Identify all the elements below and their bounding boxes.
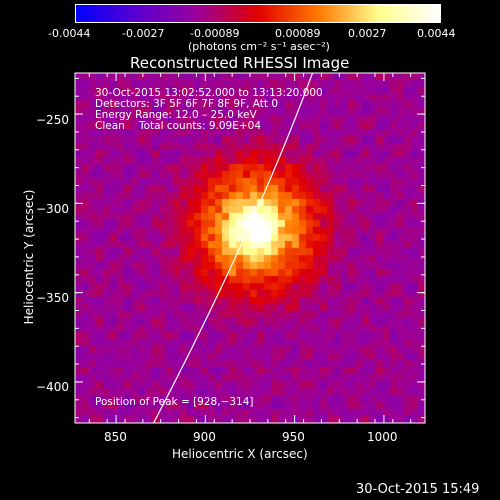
- x-axis-label: Heliocentric X (arcsec): [172, 447, 308, 461]
- clean-text: Clean: [95, 120, 125, 132]
- plot-timestamp: 30-Oct-2015 15:49: [356, 482, 480, 497]
- colorbar-tick-label: 0.0044: [417, 27, 456, 40]
- colorbar-unit-label: (photons cm⁻² s⁻¹ asec⁻²): [188, 40, 330, 53]
- x-tick-label: 1000: [367, 430, 398, 444]
- y-tick-label: −250: [36, 113, 69, 127]
- colorbar-tick-label: 0.0027: [348, 27, 387, 40]
- energy-range-text: Energy Range: 12.0 – 25.0 keV: [95, 109, 257, 121]
- x-tick-label: 950: [282, 430, 305, 444]
- x-tick-label: 900: [193, 430, 216, 444]
- y-axis-label: Heliocentric Y (arcsec): [22, 189, 36, 325]
- colorbar-tick-label: -0.0044: [48, 27, 91, 40]
- solar-limb-overlay: [153, 73, 314, 423]
- y-tick-label: −400: [36, 380, 69, 394]
- solar-limb-line: [153, 73, 314, 423]
- peak-position-text: Position of Peak = [928,−314]: [95, 396, 254, 408]
- colorbar-tick-label: -0.0027: [122, 27, 165, 40]
- y-tick-label: −350: [36, 291, 69, 305]
- plot-frame: [74, 72, 426, 424]
- chart-title: Reconstructed RHESSI Image: [130, 54, 350, 72]
- x-tick-label: 850: [104, 430, 127, 444]
- colorbar: [75, 4, 441, 23]
- total-counts-text: Total counts: 9.09E+04: [139, 120, 262, 132]
- colorbar-tick-label: -0.00089: [190, 27, 240, 40]
- heatmap-plot-area: 30-Oct-2015 13:02:52.000 to 13:13:20.000…: [75, 73, 425, 423]
- y-tick-label: −300: [36, 202, 69, 216]
- time-range-text: 30-Oct-2015 13:02:52.000 to 13:13:20.000: [95, 87, 323, 99]
- colorbar-tick-label: 0.00089: [275, 27, 321, 40]
- detectors-text: Detectors: 3F 5F 6F 7F 8F 9F, Att 0: [95, 98, 279, 110]
- heatmap-image: [75, 73, 425, 423]
